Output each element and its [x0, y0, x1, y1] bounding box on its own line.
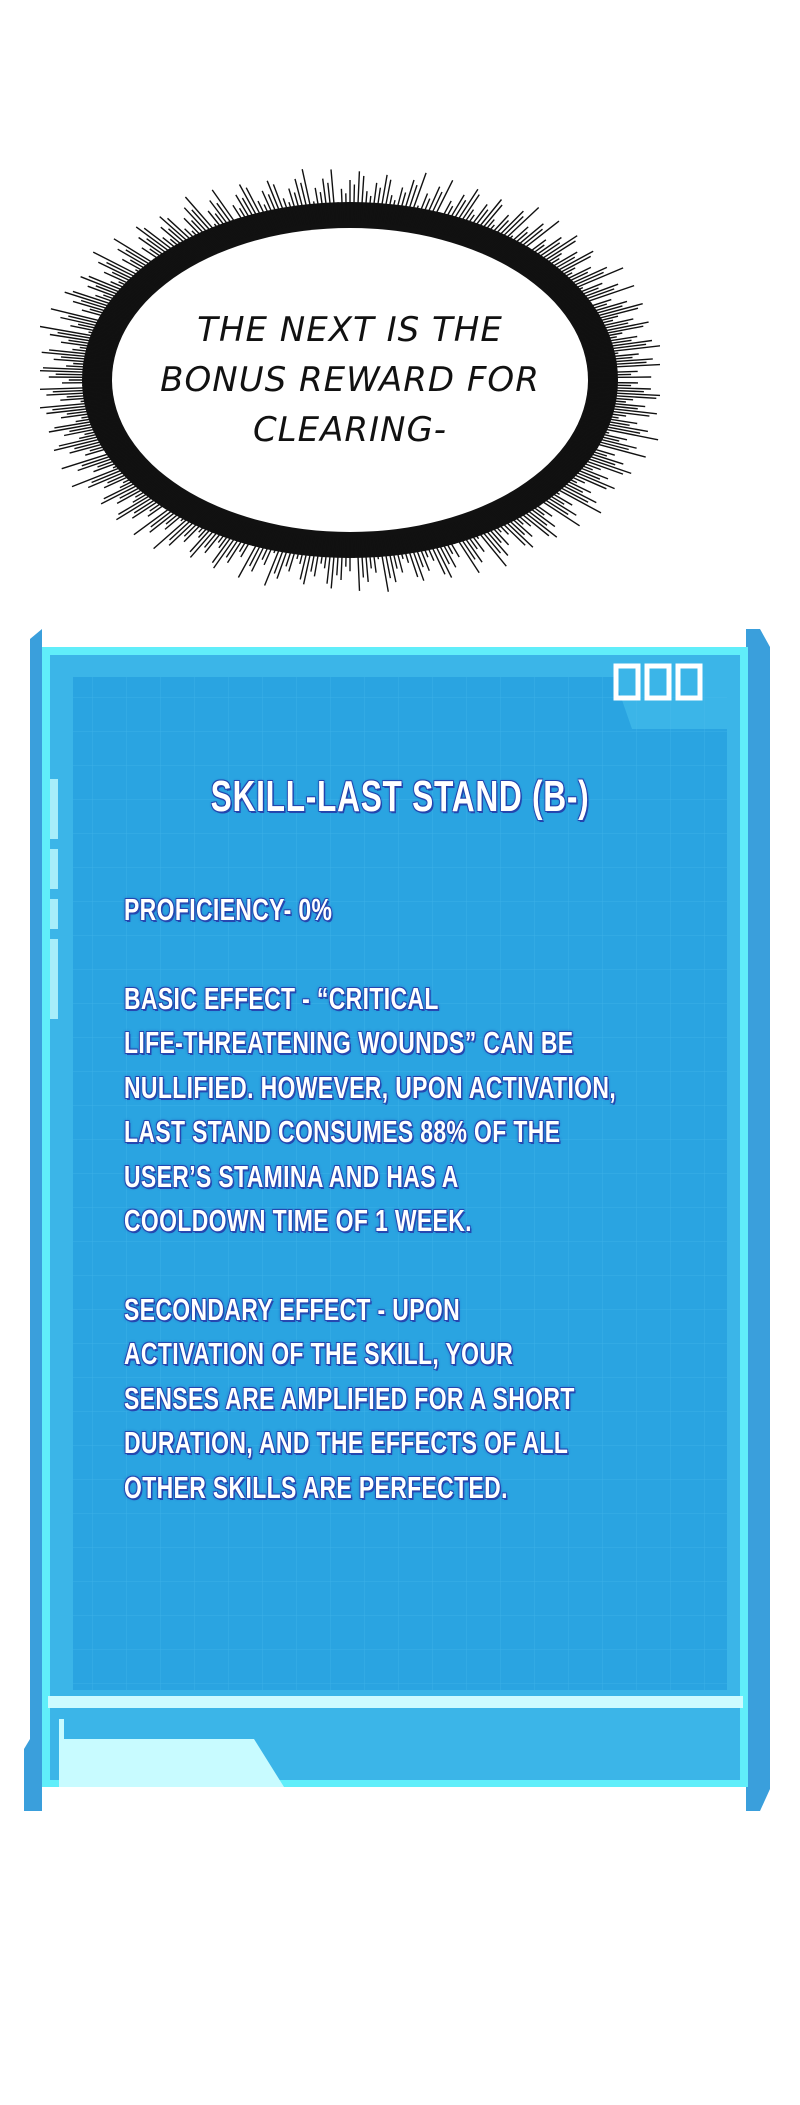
speech-bubble	[40, 169, 660, 592]
bubble-line: CLEARING-	[252, 410, 448, 450]
square-icon	[644, 663, 672, 701]
system-panel-frame	[24, 629, 770, 1811]
bubble-text: THE NEXT IS THE BONUS REWARD FOR CLEARIN…	[100, 305, 600, 455]
bottom-tab	[59, 1719, 284, 1787]
square-icon	[613, 663, 641, 701]
skill-description: PROFICIENCY- 0% BASIC EFFECT - “CRITICAL…	[124, 888, 686, 1554]
side-ticks	[50, 779, 58, 1019]
bubble-line: BONUS REWARD FOR	[160, 360, 540, 400]
basic-effect-text: BASIC EFFECT - “CRITICAL LIFE-THREATENIN…	[124, 980, 617, 1239]
frame-right-edge	[746, 629, 770, 1811]
proficiency-text: PROFICIENCY- 0%	[124, 892, 333, 927]
skill-title: SKILL-LAST STAND (B-)	[210, 772, 590, 821]
window-buttons	[613, 663, 703, 701]
secondary-effect-text: SECONDARY EFFECT - UPON ACTIVATION OF TH…	[124, 1291, 575, 1505]
frame-left-edge	[24, 629, 42, 1811]
square-icon	[675, 663, 703, 701]
spike-lines	[40, 169, 660, 592]
bubble-fill	[112, 228, 588, 532]
bubble-line: THE NEXT IS THE	[197, 310, 503, 350]
bottom-bar	[48, 1696, 743, 1708]
